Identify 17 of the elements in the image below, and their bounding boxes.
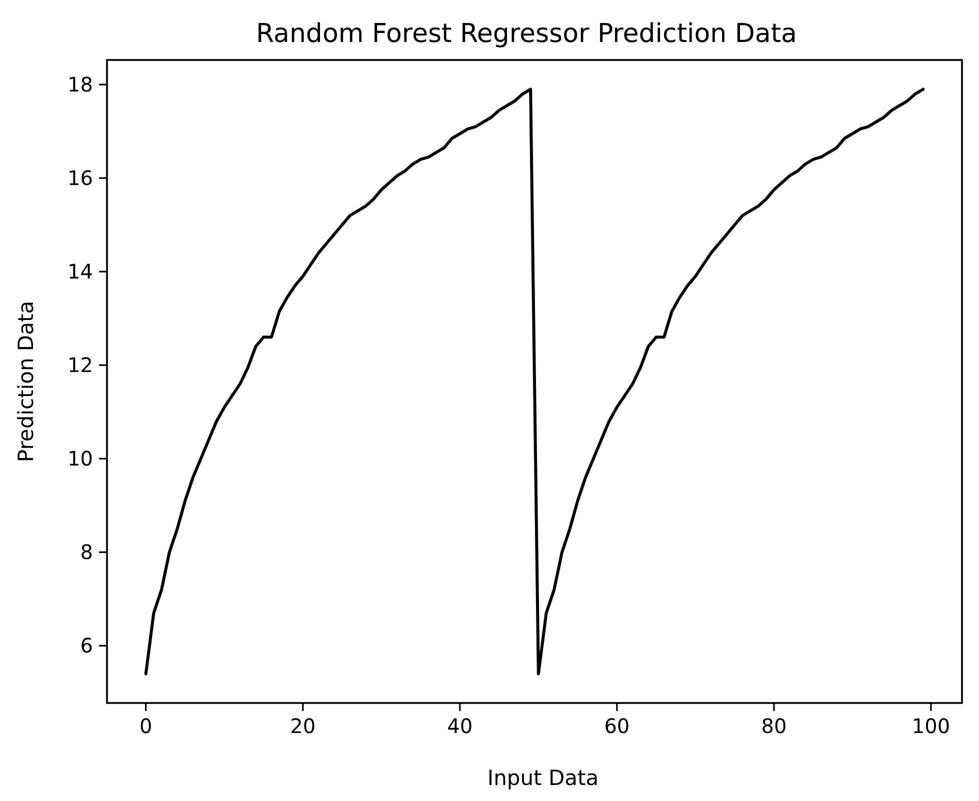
x-tick-label: 20 (290, 714, 316, 738)
line-series (144, 88, 925, 676)
x-axis-title: Input Data (487, 766, 599, 790)
x-tick-label: 80 (761, 714, 787, 738)
y-axis-title: Prediction Data (14, 300, 38, 462)
y-tick-label: 14 (68, 260, 93, 284)
chart-title: Random Forest Regressor Prediction Data (256, 19, 797, 49)
y-tick-label: 18 (68, 72, 93, 97)
y-tick-label: 10 (68, 446, 93, 471)
y-tick-label: 12 (68, 353, 93, 378)
x-tick-label: 0 (139, 714, 152, 738)
x-tick-label: 100 (912, 714, 950, 738)
x-tick-label: 40 (447, 714, 473, 738)
y-tick-label: 6 (80, 634, 93, 658)
x-tick-label: 60 (604, 714, 630, 738)
y-tick-label: 16 (68, 166, 93, 190)
y-tick-label: 8 (80, 540, 93, 564)
